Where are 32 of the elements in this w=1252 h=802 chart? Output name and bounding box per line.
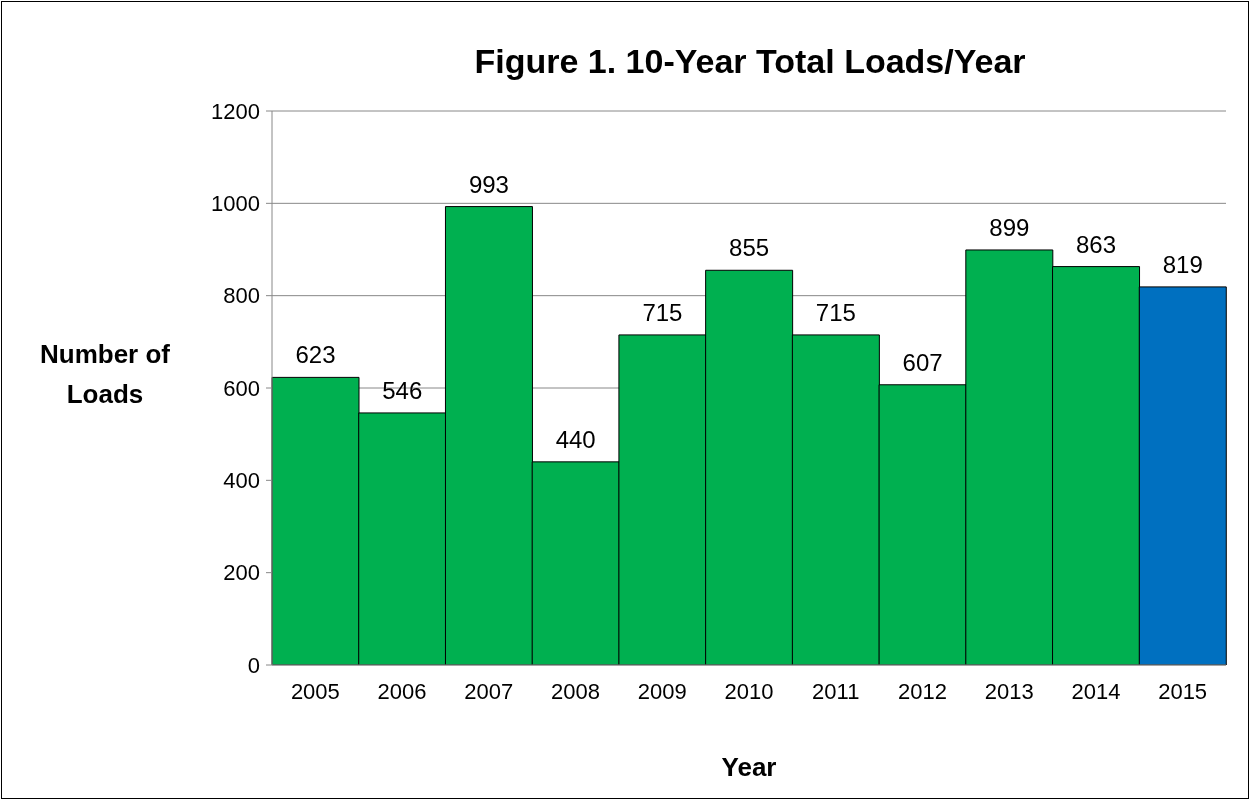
y-tick-label: 0 bbox=[247, 652, 260, 678]
data-label: 715 bbox=[815, 298, 856, 326]
data-label: 623 bbox=[295, 341, 336, 369]
y-tick-label: 800 bbox=[223, 283, 260, 309]
y-tick-label: 400 bbox=[223, 468, 260, 494]
x-tick-label: 2014 bbox=[1071, 678, 1121, 704]
data-label: 546 bbox=[382, 376, 423, 404]
y-axis-title: Number of Loads bbox=[39, 338, 171, 411]
x-tick-label: 2006 bbox=[377, 678, 427, 704]
x-tick-label: 2015 bbox=[1158, 678, 1208, 704]
x-tick-label: 2010 bbox=[724, 678, 774, 704]
x-tick-label: 2011 bbox=[812, 678, 860, 704]
data-label: 855 bbox=[729, 234, 770, 262]
data-label: 863 bbox=[1076, 230, 1117, 258]
y-tick-label: 1000 bbox=[211, 191, 260, 217]
data-label: 715 bbox=[642, 298, 683, 326]
x-tick-label: 2012 bbox=[897, 678, 947, 704]
x-tick-label: 2005 bbox=[290, 678, 340, 704]
y-tick-label: 600 bbox=[223, 375, 260, 401]
x-tick-label: 2013 bbox=[984, 678, 1034, 704]
data-label: 899 bbox=[989, 213, 1030, 241]
y-tick-label: 200 bbox=[223, 560, 260, 586]
x-tick-label: 2008 bbox=[551, 678, 601, 704]
data-label: 819 bbox=[1162, 250, 1203, 278]
x-tick-label: 2007 bbox=[464, 678, 514, 704]
data-label: 440 bbox=[555, 425, 596, 453]
data-label: 993 bbox=[468, 170, 509, 198]
data-label: 607 bbox=[902, 348, 943, 376]
y-tick-label: 1200 bbox=[211, 98, 260, 124]
chart-title: Figure 1. 10-Year Total Loads/Year bbox=[473, 42, 1027, 81]
x-axis-title: Year bbox=[720, 752, 778, 783]
x-tick-label: 2009 bbox=[637, 678, 687, 704]
